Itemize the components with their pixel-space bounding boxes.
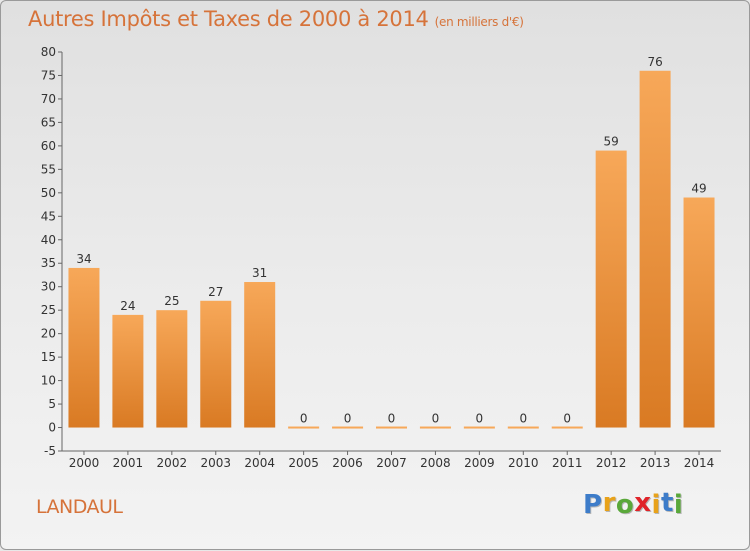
x-tick-label: 2001	[113, 456, 144, 470]
y-tick-label: -5	[44, 444, 56, 458]
y-tick-label: 70	[41, 92, 56, 106]
x-tick-label: 2013	[640, 456, 671, 470]
commune-name: LANDAUL	[36, 496, 123, 518]
y-tick-label: 20	[41, 327, 56, 341]
y-tick-label: 0	[48, 421, 56, 435]
bar-value-label: 76	[647, 55, 662, 69]
x-tick-label: 2007	[376, 456, 407, 470]
bar	[639, 70, 671, 428]
bar	[156, 310, 188, 428]
x-tick-label: 2008	[420, 456, 451, 470]
proxiti-logo: Proxiti	[583, 488, 684, 520]
x-tick-label: 2005	[288, 456, 319, 470]
bar	[332, 426, 364, 429]
x-tick-label: 2014	[684, 456, 715, 470]
x-tick-label: 2011	[552, 456, 583, 470]
x-tick-label: 2012	[596, 456, 627, 470]
y-tick-label: 30	[41, 280, 56, 294]
x-tick-label: 2004	[244, 456, 275, 470]
logo-letter: t	[660, 488, 674, 518]
y-tick-label: 60	[41, 139, 56, 153]
bar	[288, 426, 320, 429]
bar	[112, 314, 144, 428]
y-tick-label: 15	[41, 350, 56, 364]
logo-letter: o	[615, 490, 635, 520]
x-tick-label: 2009	[464, 456, 495, 470]
logo-letter: i	[673, 490, 684, 520]
bar-value-label: 27	[208, 285, 223, 299]
bar-value-label: 0	[519, 412, 527, 426]
bar-value-label: 0	[432, 412, 440, 426]
bar	[683, 197, 715, 428]
bar	[376, 426, 407, 429]
y-tick-labels: -5 0 5 10 15 20 25 30 35 40 45 50 55 60 65 70 75 80	[41, 45, 62, 458]
x-tick-label: 2006	[332, 456, 363, 470]
bar-value-label: 25	[164, 294, 179, 308]
y-tick-label: 65	[41, 115, 56, 129]
logo-letter: i	[651, 490, 661, 520]
logo-letter: P	[583, 490, 603, 520]
bar-value-label: 0	[344, 412, 352, 426]
y-tick-label: 80	[41, 45, 56, 59]
chart-title-main: Autres Impôts et Taxes de 2000 à 2014	[28, 7, 429, 31]
y-tick-label: 40	[41, 233, 56, 247]
bar	[68, 267, 100, 428]
logo-letter: r	[602, 488, 616, 518]
bar-value-label: 0	[476, 412, 484, 426]
logo-letter: x	[634, 488, 652, 518]
x-tick-labels: 2000 2001 2002 2003 2004 2005 2006 2007 2008 2009…	[69, 451, 715, 470]
bar-value-label: 0	[388, 412, 396, 426]
y-tick-label: 75	[41, 68, 56, 82]
bar-value-label: 0	[300, 412, 308, 426]
bar-value-label: 31	[252, 266, 267, 280]
bar-value-labels: 34 24 25 27 31 0 0 0 0 0 0 0 59 76 49	[76, 55, 706, 426]
x-tick-label: 2000	[69, 456, 100, 470]
y-tick-label: 25	[41, 303, 56, 317]
y-tick-label: 50	[41, 186, 56, 200]
bar-value-label: 24	[120, 299, 135, 313]
y-tick-label: 5	[48, 397, 56, 411]
y-tick-label: 55	[41, 162, 56, 176]
bar	[551, 426, 583, 429]
bar-value-label: 0	[563, 412, 571, 426]
chart-title-unit: (en milliers d'€)	[434, 15, 524, 29]
y-tick-label: 10	[41, 374, 56, 388]
y-tick-label: 45	[41, 209, 56, 223]
x-tick-label: 2002	[157, 456, 188, 470]
bar	[507, 426, 539, 429]
bar-series	[68, 70, 715, 429]
bar-value-label: 59	[604, 135, 619, 149]
bar-value-label: 49	[691, 182, 706, 196]
x-tick-label: 2003	[200, 456, 231, 470]
chart-title: Autres Impôts et Taxes de 2000 à 2014 (en…	[28, 7, 524, 31]
bar	[244, 282, 276, 428]
y-tick-label: 35	[41, 256, 56, 270]
bar	[419, 426, 451, 429]
bar	[595, 150, 627, 428]
bar	[200, 300, 232, 428]
bar-value-label: 34	[76, 252, 91, 266]
bar	[463, 426, 495, 429]
x-tick-label: 2010	[508, 456, 539, 470]
